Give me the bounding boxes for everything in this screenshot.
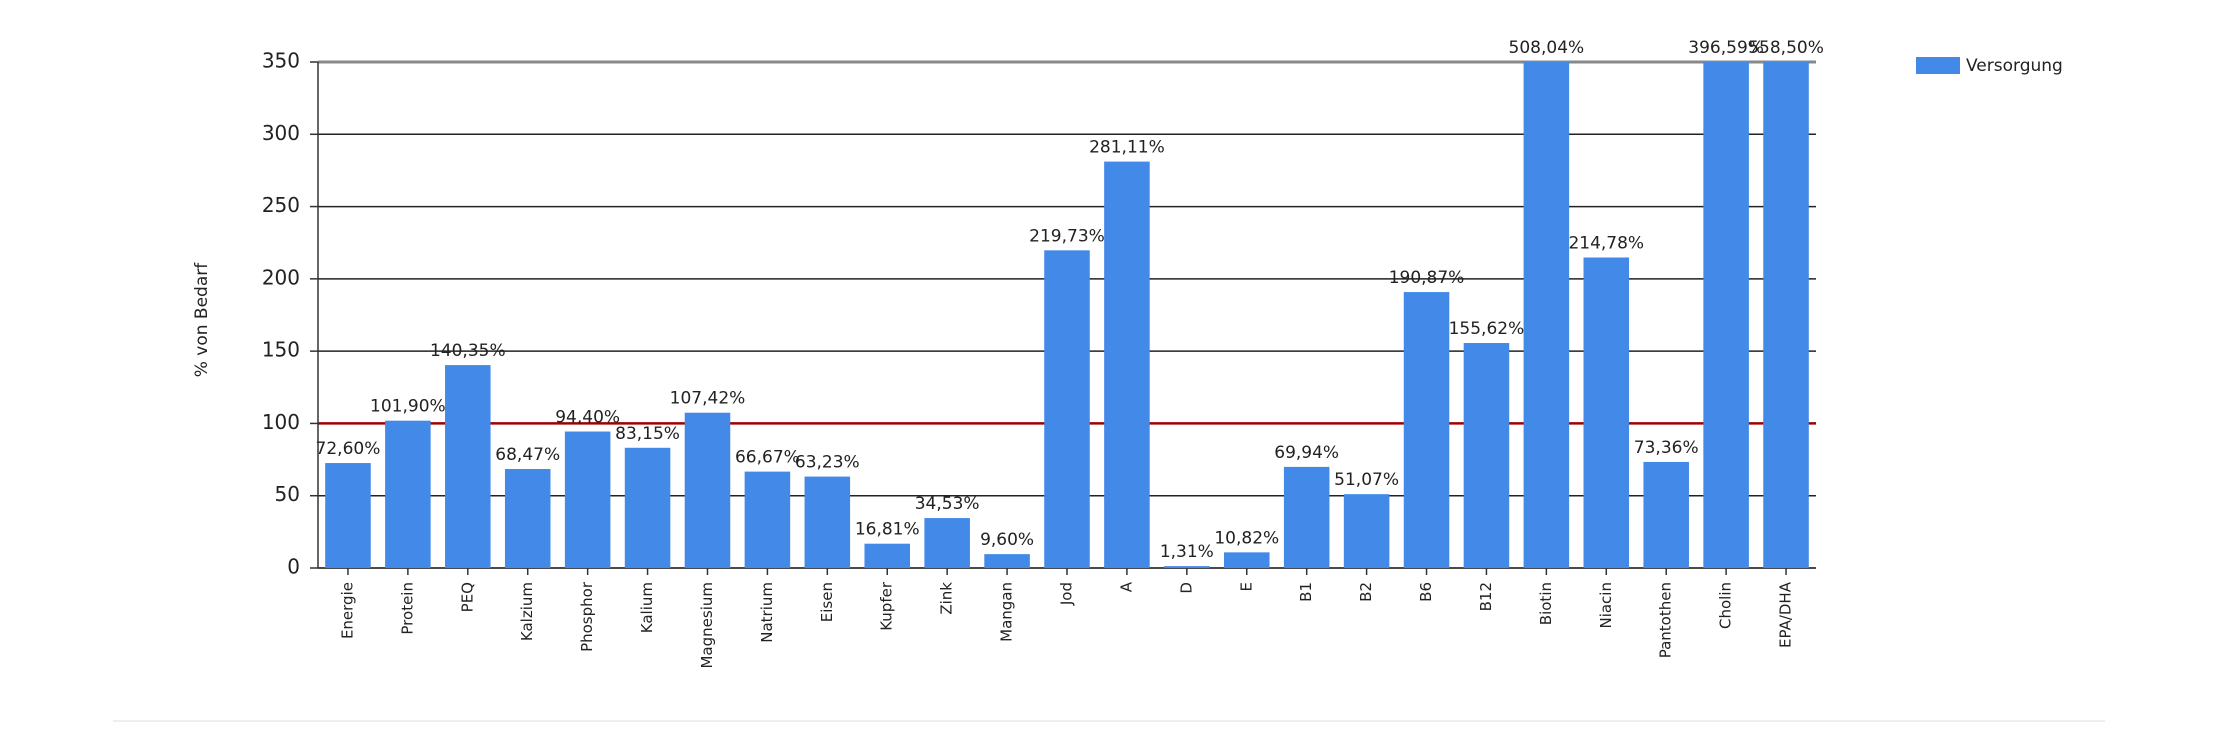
y-tick-label: 250 [262, 193, 300, 217]
bar [924, 518, 970, 568]
bar [504, 469, 551, 568]
bar [1763, 62, 1809, 568]
bar [1164, 566, 1210, 568]
legend-swatch [1916, 57, 1960, 74]
legend-label: Versorgung [1966, 56, 2063, 76]
bar [445, 365, 491, 568]
x-tick-label: E [1237, 582, 1255, 591]
data-label: 34,53% [915, 494, 980, 514]
data-label: 63,23% [795, 453, 860, 473]
bar [804, 476, 851, 568]
bar [1283, 466, 1330, 568]
x-tick-label: D [1177, 582, 1195, 594]
x-tick-label: Zink [938, 582, 956, 615]
x-tick-label: Magnesium [698, 582, 716, 669]
data-label: 68,47% [495, 445, 560, 465]
bar [325, 463, 371, 568]
x-tick-label: B2 [1357, 582, 1375, 602]
data-label: 155,62% [1449, 319, 1525, 339]
y-tick-label: 0 [287, 555, 300, 579]
data-label: 51,07% [1334, 470, 1399, 490]
x-tick-label: Mangan [998, 582, 1016, 642]
data-label: 72,60% [316, 439, 381, 459]
data-label: 281,11% [1089, 138, 1165, 158]
bar [684, 412, 731, 568]
data-label: 214,78% [1568, 233, 1644, 253]
data-label: 190,87% [1389, 268, 1465, 288]
data-label: 73,36% [1634, 438, 1699, 458]
data-label: 101,90% [370, 397, 446, 417]
bar [385, 420, 431, 568]
bar [1403, 292, 1450, 568]
y-tick-label: 300 [262, 121, 300, 145]
x-tick-label: Cholin [1717, 582, 1735, 629]
x-tick-label: Eisen [818, 582, 836, 622]
data-label: 10,82% [1214, 528, 1279, 548]
x-tick-label: B6 [1417, 582, 1435, 602]
y-tick-label: 150 [262, 338, 300, 362]
x-tick-label: B12 [1477, 582, 1495, 611]
bars [325, 62, 1809, 568]
x-tick-label: Jod [1058, 582, 1076, 606]
bar [1343, 494, 1390, 568]
bar [984, 554, 1030, 568]
x-tick-label: Natrium [758, 582, 776, 643]
x-tick-label: Phosphor [578, 581, 596, 652]
bar [1223, 552, 1270, 568]
bar [864, 543, 911, 568]
data-label: 69,94% [1274, 443, 1339, 463]
bar [624, 447, 671, 568]
data-label: 219,73% [1029, 226, 1105, 246]
bar [1463, 343, 1510, 568]
data-label: 16,81% [855, 520, 920, 540]
x-tick-label: Biotin [1537, 582, 1555, 625]
data-label: 9,60% [980, 530, 1034, 550]
bar [1104, 161, 1150, 568]
data-label: 1,31% [1160, 542, 1214, 562]
x-tick-label: Kalzium [518, 582, 536, 641]
x-tick-label: Energie [338, 582, 356, 639]
x-tick-label: B1 [1297, 582, 1315, 602]
data-label: 83,15% [615, 424, 680, 444]
bar [1523, 62, 1570, 568]
bar [1643, 461, 1689, 568]
x-tick-label: Kalium [638, 582, 656, 633]
data-label: 107,42% [670, 389, 746, 409]
x-tick-label: Niacin [1597, 582, 1615, 629]
x-tick-label: Protein [398, 582, 416, 635]
x-tick-label: PEQ [458, 582, 476, 612]
y-tick-label: 50 [275, 482, 300, 506]
data-label: 140,35% [430, 341, 506, 361]
data-label: 558,50% [1748, 38, 1824, 58]
bar [1044, 250, 1090, 568]
bar [564, 431, 611, 568]
data-label: 396,59% [1688, 38, 1764, 58]
y-tick-label: 100 [262, 410, 300, 434]
y-tick-label: 350 [262, 49, 300, 73]
y-tick-label: 200 [262, 265, 300, 289]
bar [1703, 62, 1749, 568]
data-label: 94,40% [555, 408, 620, 428]
x-tick-label: A [1117, 581, 1135, 592]
x-tick-label: EPA/DHA [1777, 581, 1795, 648]
bar [744, 471, 791, 568]
y-axis-label: % von Bedarf [192, 262, 212, 378]
data-label: 508,04% [1509, 38, 1585, 58]
data-label: 66,67% [735, 448, 800, 468]
x-tick-label: Pantothen [1657, 582, 1675, 658]
x-tick-label: Kupfer [878, 581, 896, 631]
bar [1583, 257, 1630, 568]
